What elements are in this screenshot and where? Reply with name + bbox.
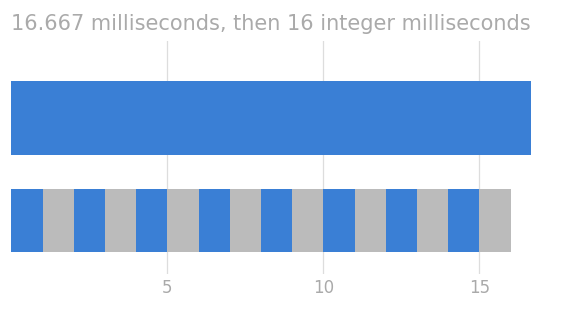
Bar bbox=[105, 189, 136, 253]
Bar bbox=[198, 189, 230, 253]
Bar bbox=[73, 189, 105, 253]
Bar bbox=[136, 189, 167, 253]
Bar bbox=[448, 189, 479, 253]
Bar bbox=[479, 189, 511, 253]
Text: 16.667 milliseconds, then 16 integer milliseconds: 16.667 milliseconds, then 16 integer mil… bbox=[11, 14, 531, 34]
Bar bbox=[167, 189, 198, 253]
Bar bbox=[417, 189, 448, 253]
Bar bbox=[386, 189, 417, 253]
Bar bbox=[230, 189, 261, 253]
Bar bbox=[261, 189, 292, 253]
Bar bbox=[11, 189, 42, 253]
Bar bbox=[355, 189, 386, 253]
Bar bbox=[42, 189, 73, 253]
Bar bbox=[323, 189, 355, 253]
Bar bbox=[292, 189, 323, 253]
Bar bbox=[11, 81, 532, 155]
